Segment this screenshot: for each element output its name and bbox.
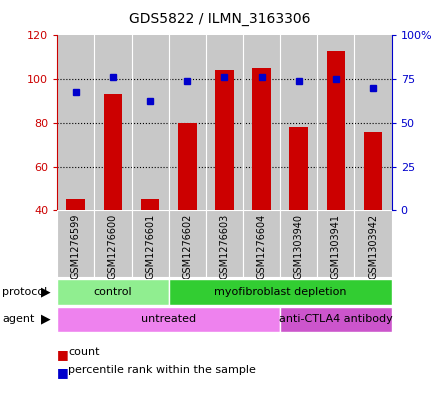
Text: GSM1276602: GSM1276602 xyxy=(182,214,192,279)
Text: GSM1276601: GSM1276601 xyxy=(145,214,155,279)
Text: percentile rank within the sample: percentile rank within the sample xyxy=(68,365,256,375)
Text: anti-CTLA4 antibody: anti-CTLA4 antibody xyxy=(279,314,393,324)
Text: agent: agent xyxy=(2,314,35,324)
Bar xyxy=(57,279,169,305)
Bar xyxy=(57,210,94,277)
Text: protocol: protocol xyxy=(2,287,48,297)
Text: GSM1303941: GSM1303941 xyxy=(331,214,341,279)
Bar xyxy=(326,51,345,210)
Bar xyxy=(66,199,85,210)
Text: ■: ■ xyxy=(57,366,69,379)
Bar xyxy=(364,132,382,210)
Bar xyxy=(252,68,271,210)
Bar xyxy=(206,210,243,277)
Text: ■: ■ xyxy=(57,348,69,361)
Bar xyxy=(317,210,355,277)
Bar xyxy=(104,94,122,210)
Bar xyxy=(178,123,197,210)
Bar xyxy=(215,70,234,210)
Text: GSM1276603: GSM1276603 xyxy=(220,214,229,279)
Text: GSM1303942: GSM1303942 xyxy=(368,214,378,279)
Bar xyxy=(355,210,392,277)
Bar xyxy=(94,210,132,277)
Bar xyxy=(169,210,206,277)
Bar xyxy=(132,210,169,277)
Text: GSM1303940: GSM1303940 xyxy=(294,214,304,279)
Bar xyxy=(57,307,280,332)
Bar xyxy=(169,279,392,305)
Bar xyxy=(280,307,392,332)
Bar xyxy=(290,127,308,210)
Bar xyxy=(141,199,159,210)
Text: ▶: ▶ xyxy=(41,312,51,326)
Text: myofibroblast depletion: myofibroblast depletion xyxy=(214,287,346,297)
Text: GSM1276604: GSM1276604 xyxy=(257,214,267,279)
Text: GSM1276600: GSM1276600 xyxy=(108,214,118,279)
Bar xyxy=(280,210,317,277)
Text: ▶: ▶ xyxy=(41,285,51,299)
Text: GDS5822 / ILMN_3163306: GDS5822 / ILMN_3163306 xyxy=(129,12,311,26)
Text: untreated: untreated xyxy=(141,314,196,324)
Text: control: control xyxy=(94,287,132,297)
Bar xyxy=(243,210,280,277)
Text: count: count xyxy=(68,347,100,356)
Text: GSM1276599: GSM1276599 xyxy=(71,214,81,279)
